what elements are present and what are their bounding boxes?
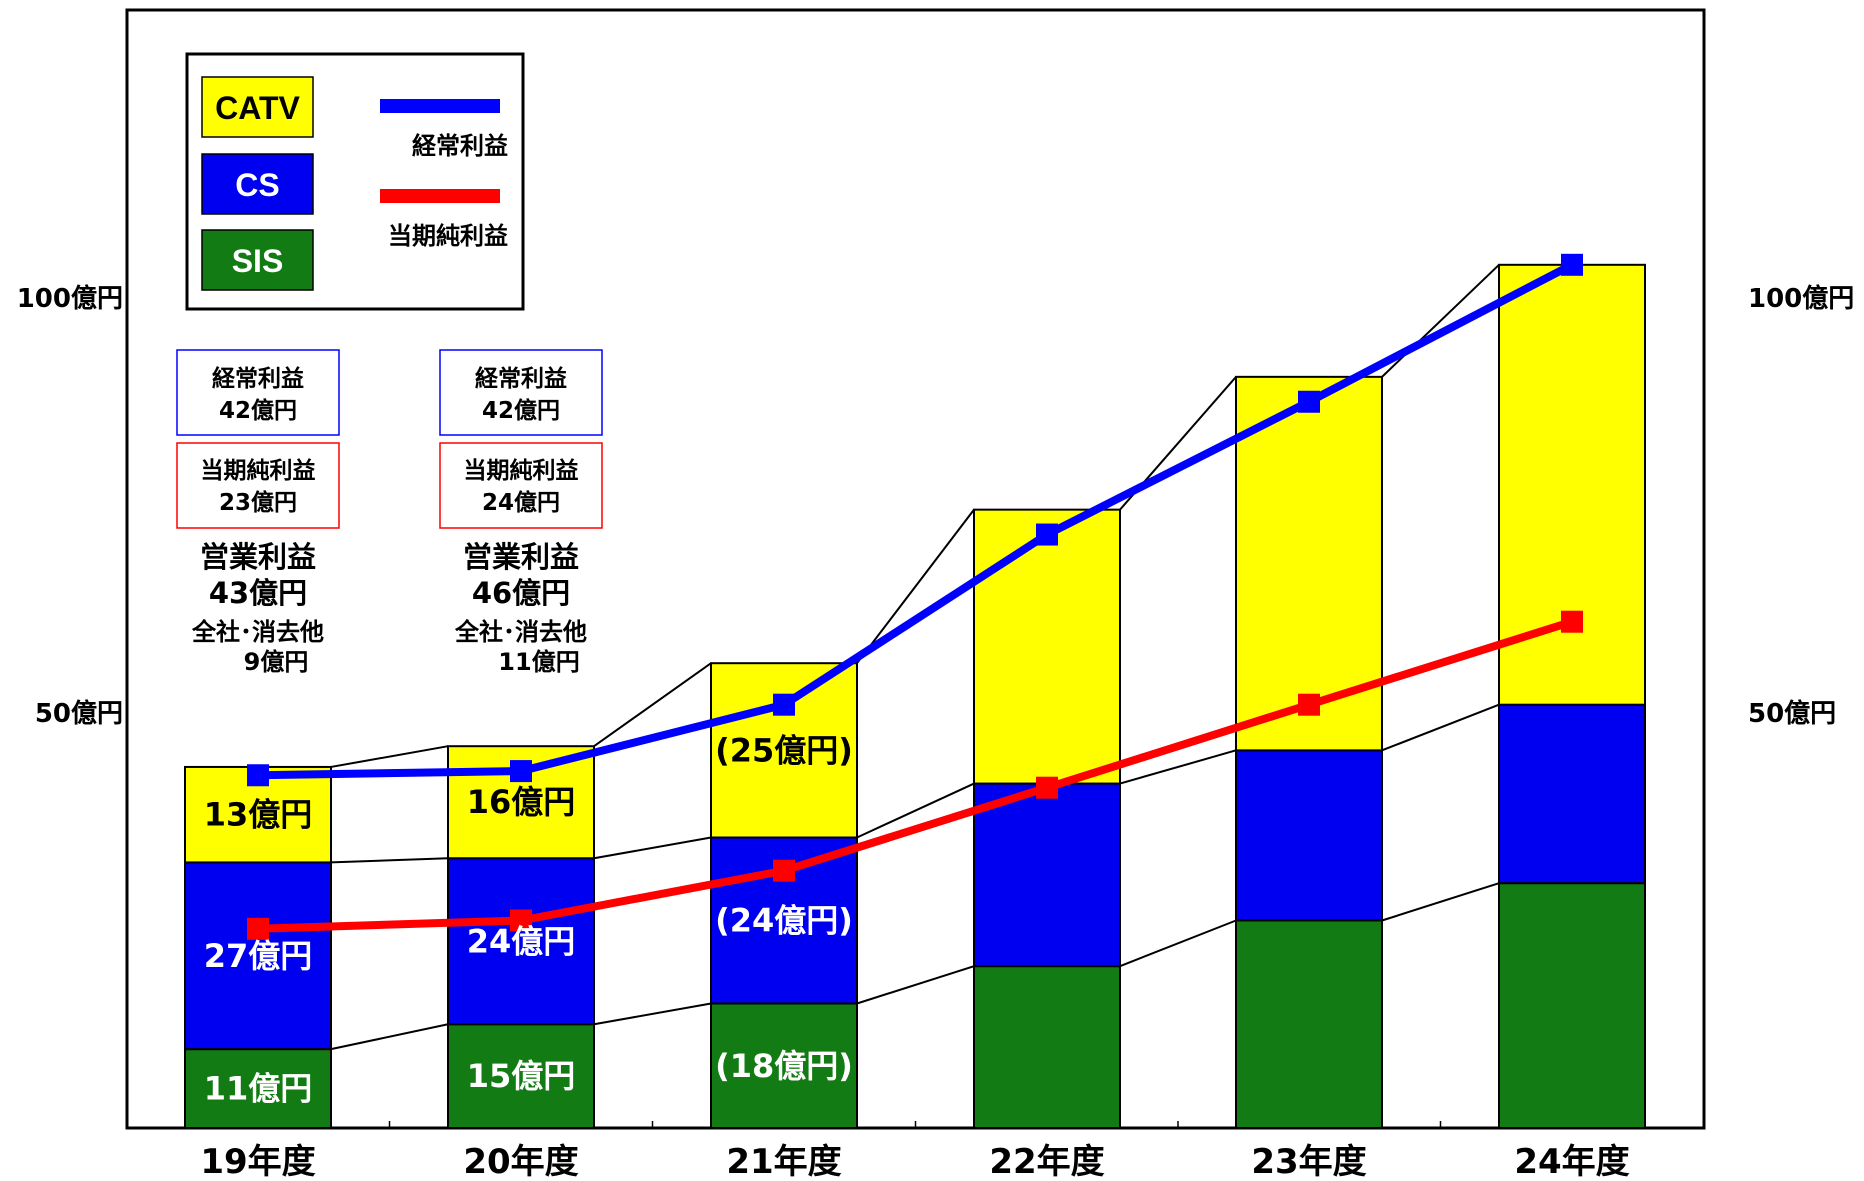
bar-SIS-23年度 xyxy=(1235,919,1383,1129)
marker-経常利益-20年度 xyxy=(510,760,532,783)
connector-line xyxy=(856,509,975,664)
bar-SIS-22年度 xyxy=(973,965,1121,1130)
connector-line xyxy=(1119,919,1237,968)
connector-line xyxy=(1381,703,1500,752)
corporate-elimination-value: 9億円 xyxy=(244,648,309,676)
ordinary-profit-box xyxy=(439,349,603,436)
marker-当期純利益-19年度 xyxy=(247,917,269,940)
net-profit-box xyxy=(439,442,603,529)
data-label: 16億円 xyxy=(467,783,576,821)
legend-swatch-CATV xyxy=(201,76,314,138)
data-label: 24億円 xyxy=(467,922,576,960)
data-label: 13億円 xyxy=(204,796,313,834)
connector-line xyxy=(1381,882,1500,922)
net-profit-box xyxy=(176,442,340,529)
bar-CATV-21年度 xyxy=(710,662,858,839)
data-label: 15億円 xyxy=(467,1057,576,1095)
bar-SIS-20年度 xyxy=(447,1023,595,1129)
connector-line xyxy=(330,857,449,864)
bar-CS-19年度 xyxy=(184,861,332,1051)
net-profit-value: 23億円 xyxy=(219,489,297,516)
net-profit-label: 当期純利益 xyxy=(201,457,316,484)
operating-profit-label: 営業利益 xyxy=(200,540,316,574)
data-label: (18億円) xyxy=(715,1047,853,1085)
bar-CATV-22年度 xyxy=(973,508,1121,785)
ordinary-profit-label: 経常利益 xyxy=(475,365,567,392)
connector-line xyxy=(856,782,975,839)
x-axis: 19年度 20年度 21年度 22年度 23年度 24年度 xyxy=(200,1121,1630,1181)
annotations: 経常利益42億円当期純利益23億円営業利益43億円全社･消去他9億円経常利益42… xyxy=(176,349,603,676)
connector-line xyxy=(330,745,449,768)
corporate-elimination-value: 11億円 xyxy=(498,648,579,676)
legend-swatch-label: SIS xyxy=(232,243,284,279)
bar-SIS-19年度 xyxy=(184,1048,332,1130)
bar-SIS-24年度 xyxy=(1498,882,1646,1130)
x-tick-label: 20年度 xyxy=(463,1142,578,1181)
bar-CS-20年度 xyxy=(447,857,595,1026)
legend-swatch-label: CS xyxy=(235,167,279,203)
x-tick-label: 22年度 xyxy=(989,1142,1104,1181)
legend-swatch-CS xyxy=(201,153,314,215)
bar-CS-24年度 xyxy=(1498,703,1646,885)
connector-line xyxy=(593,1002,712,1026)
data-label: 11億円 xyxy=(204,1070,313,1108)
line-経常利益 xyxy=(257,261,1574,780)
x-tick-label: 23年度 xyxy=(1251,1142,1366,1181)
y-tick-label-right: 50億円 xyxy=(1748,699,1836,729)
legend-line-label: 経常利益 xyxy=(412,132,508,160)
data-label: 27億円 xyxy=(204,937,313,975)
line-当期純利益 xyxy=(257,617,1574,933)
marker-当期純利益-22年度 xyxy=(1036,776,1058,799)
ordinary-profit-box xyxy=(176,349,340,436)
marker-経常利益-24年度 xyxy=(1561,253,1583,276)
operating-profit-label: 営業利益 xyxy=(463,540,579,574)
net-profit-value: 24億円 xyxy=(482,489,560,516)
x-tick-label: 19年度 xyxy=(200,1142,315,1181)
corporate-elimination-label: 全社･消去他 xyxy=(191,618,324,646)
connector-line xyxy=(856,965,975,1005)
connector-line xyxy=(330,1023,449,1051)
marker-経常利益-23年度 xyxy=(1298,390,1320,413)
connector-line xyxy=(593,836,712,860)
corporate-elimination-label: 全社･消去他 xyxy=(454,618,587,646)
bar-CS-23年度 xyxy=(1235,749,1383,922)
data-label: (24億円) xyxy=(715,902,853,940)
operating-profit-value: 46億円 xyxy=(472,576,570,610)
connector-line xyxy=(1381,264,1500,378)
legend-swatch-SIS xyxy=(201,229,314,291)
series-lines xyxy=(247,253,1583,940)
legend-line-label: 当期純利益 xyxy=(388,222,508,250)
net-profit-label: 当期純利益 xyxy=(464,457,579,484)
ordinary-profit-label: 経常利益 xyxy=(212,365,304,392)
bar-CS-22年度 xyxy=(973,782,1121,968)
bar-SIS-21年度 xyxy=(710,1002,858,1129)
y-tick-label-left: 50億円 xyxy=(35,699,123,729)
connector-line xyxy=(1119,749,1237,785)
marker-経常利益-21年度 xyxy=(773,693,795,716)
x-tick-label: 24年度 xyxy=(1514,1142,1629,1181)
y-tick-label-left: 100億円 xyxy=(17,284,123,314)
operating-profit-value: 43億円 xyxy=(209,576,307,610)
x-tick-label: 21年度 xyxy=(726,1142,841,1181)
marker-当期純利益-20年度 xyxy=(510,909,532,932)
data-labels: 11億円 27億円 13億円 15億円 24億円 16億円 (18億円) (24億円) (25億… xyxy=(204,731,853,1107)
marker-経常利益-19年度 xyxy=(247,764,269,787)
ordinary-profit-value: 42億円 xyxy=(219,397,297,424)
y-axis-labels: 50億円 50億円 100億円 100億円 xyxy=(17,284,1855,729)
y-tick-label-right: 100億円 xyxy=(1748,284,1854,314)
marker-当期純利益-24年度 xyxy=(1561,610,1583,633)
bar-connectors xyxy=(330,264,1500,1051)
marker-経常利益-22年度 xyxy=(1036,523,1058,546)
marker-当期純利益-23年度 xyxy=(1298,693,1320,716)
ordinary-profit-value: 42億円 xyxy=(482,397,560,424)
legend-swatch-label: CATV xyxy=(215,90,300,126)
marker-当期純利益-21年度 xyxy=(773,859,795,882)
connector-line xyxy=(593,662,712,748)
data-label: (25億円) xyxy=(715,731,853,769)
